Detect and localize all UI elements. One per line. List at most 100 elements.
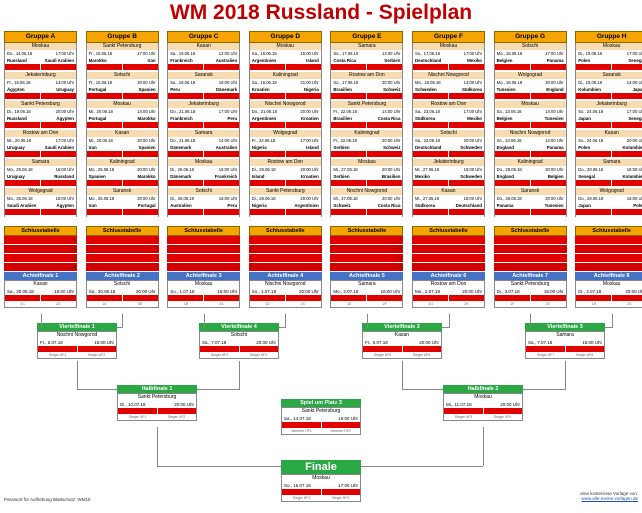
ko-score-cell[interactable] — [282, 422, 322, 428]
score-input-cell[interactable] — [449, 180, 484, 186]
ko-score-cell[interactable] — [526, 346, 566, 352]
ko-score-cell[interactable] — [331, 295, 368, 301]
ko-score-cell[interactable] — [157, 408, 196, 414]
score-input-cell[interactable] — [413, 122, 449, 128]
score-input-cell[interactable] — [249, 209, 286, 215]
score-input-cell[interactable] — [367, 64, 403, 70]
score-input-cell[interactable] — [5, 209, 41, 215]
score-input-cell[interactable] — [612, 151, 642, 157]
score-input-cell[interactable] — [494, 64, 531, 70]
score-input-cell[interactable] — [612, 180, 642, 186]
score-input-cell[interactable] — [285, 64, 321, 70]
ko-score-cell[interactable] — [612, 295, 642, 301]
score-input-cell[interactable] — [367, 93, 403, 99]
score-input-cell[interactable] — [612, 209, 642, 215]
ko-score-cell[interactable] — [321, 489, 360, 495]
score-input-cell[interactable] — [249, 93, 286, 99]
score-input-cell[interactable] — [285, 209, 321, 215]
ko-score-cell[interactable] — [363, 346, 403, 352]
score-input-cell[interactable] — [41, 122, 76, 128]
score-input-cell[interactable] — [41, 151, 76, 157]
score-input-cell[interactable] — [576, 209, 613, 215]
score-input-cell[interactable] — [204, 93, 240, 99]
score-input-cell[interactable] — [204, 180, 240, 186]
score-input-cell[interactable] — [86, 122, 123, 128]
score-input-cell[interactable] — [5, 93, 41, 99]
score-input-cell[interactable] — [576, 151, 613, 157]
ko-score-cell[interactable] — [249, 295, 286, 301]
score-input-cell[interactable] — [122, 122, 158, 128]
score-input-cell[interactable] — [449, 209, 484, 215]
score-input-cell[interactable] — [413, 93, 449, 99]
ko-score-cell[interactable] — [5, 295, 41, 301]
score-input-cell[interactable] — [530, 93, 566, 99]
ko-score-cell[interactable] — [367, 295, 403, 301]
score-input-cell[interactable] — [122, 93, 158, 99]
score-input-cell[interactable] — [249, 64, 286, 70]
score-input-cell[interactable] — [576, 93, 613, 99]
score-input-cell[interactable] — [612, 122, 642, 128]
ko-score-cell[interactable] — [86, 295, 123, 301]
score-input-cell[interactable] — [331, 122, 368, 128]
score-input-cell[interactable] — [449, 93, 484, 99]
ko-score-cell[interactable] — [449, 295, 484, 301]
score-input-cell[interactable] — [576, 122, 613, 128]
score-input-cell[interactable] — [249, 122, 286, 128]
score-input-cell[interactable] — [86, 93, 123, 99]
score-input-cell[interactable] — [494, 122, 531, 128]
ko-score-cell[interactable] — [413, 295, 449, 301]
score-input-cell[interactable] — [168, 209, 205, 215]
score-input-cell[interactable] — [249, 151, 286, 157]
ko-score-cell[interactable] — [118, 408, 158, 414]
ko-score-cell[interactable] — [530, 295, 566, 301]
score-input-cell[interactable] — [449, 122, 484, 128]
ko-score-cell[interactable] — [444, 408, 484, 414]
score-input-cell[interactable] — [413, 151, 449, 157]
score-input-cell[interactable] — [331, 180, 368, 186]
score-input-cell[interactable] — [367, 122, 403, 128]
score-input-cell[interactable] — [249, 180, 286, 186]
score-input-cell[interactable] — [41, 209, 76, 215]
score-input-cell[interactable] — [204, 64, 240, 70]
score-input-cell[interactable] — [331, 151, 368, 157]
score-input-cell[interactable] — [122, 64, 158, 70]
score-input-cell[interactable] — [168, 64, 205, 70]
score-input-cell[interactable] — [494, 151, 531, 157]
score-input-cell[interactable] — [86, 151, 123, 157]
score-input-cell[interactable] — [449, 151, 484, 157]
ko-score-cell[interactable] — [168, 295, 205, 301]
score-input-cell[interactable] — [5, 122, 41, 128]
ko-score-cell[interactable] — [494, 295, 531, 301]
ko-score-cell[interactable] — [483, 408, 522, 414]
score-input-cell[interactable] — [41, 64, 76, 70]
score-input-cell[interactable] — [285, 122, 321, 128]
score-input-cell[interactable] — [168, 151, 205, 157]
score-input-cell[interactable] — [530, 122, 566, 128]
score-input-cell[interactable] — [494, 180, 531, 186]
ko-score-cell[interactable] — [576, 295, 613, 301]
score-input-cell[interactable] — [285, 180, 321, 186]
ko-score-cell[interactable] — [239, 346, 278, 352]
ko-score-cell[interactable] — [285, 295, 321, 301]
score-input-cell[interactable] — [204, 151, 240, 157]
ko-score-cell[interactable] — [321, 422, 360, 428]
score-input-cell[interactable] — [494, 209, 531, 215]
score-input-cell[interactable] — [367, 151, 403, 157]
score-input-cell[interactable] — [86, 209, 123, 215]
score-input-cell[interactable] — [122, 180, 158, 186]
ko-score-cell[interactable] — [200, 346, 240, 352]
score-input-cell[interactable] — [413, 209, 449, 215]
score-input-cell[interactable] — [41, 180, 76, 186]
score-input-cell[interactable] — [331, 209, 368, 215]
score-input-cell[interactable] — [367, 209, 403, 215]
score-input-cell[interactable] — [331, 64, 368, 70]
score-input-cell[interactable] — [5, 151, 41, 157]
score-input-cell[interactable] — [204, 209, 240, 215]
score-input-cell[interactable] — [168, 93, 205, 99]
ko-score-cell[interactable] — [41, 295, 76, 301]
score-input-cell[interactable] — [530, 209, 566, 215]
score-input-cell[interactable] — [122, 209, 158, 215]
score-input-cell[interactable] — [367, 180, 403, 186]
score-input-cell[interactable] — [331, 93, 368, 99]
footer-link[interactable]: www.alle-meine-vorlagen.de — [581, 496, 638, 501]
